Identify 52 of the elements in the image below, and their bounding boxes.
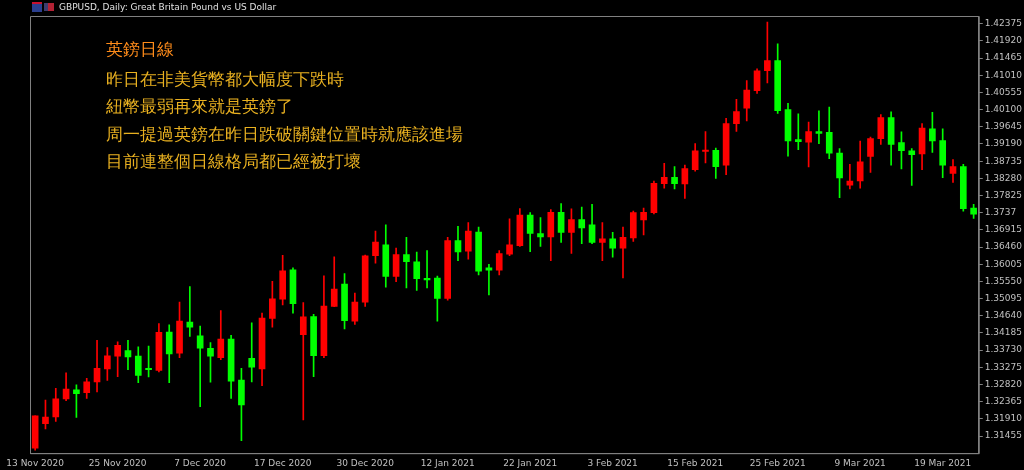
x-tick-label: 13 Nov 2020 bbox=[6, 457, 65, 468]
y-tick-label: 1.36915 bbox=[984, 224, 1022, 235]
x-tick-label: 7 Dec 2020 bbox=[174, 457, 227, 468]
y-tick-label: 1.42375 bbox=[984, 18, 1022, 29]
y-tick-label: 1.35550 bbox=[984, 275, 1023, 286]
y-tick-label: 1.41920 bbox=[984, 35, 1023, 46]
y-tick-label: 1.31455 bbox=[984, 430, 1022, 441]
x-tick-label: 15 Feb 2021 bbox=[667, 457, 724, 468]
y-tick-label: 1.39190 bbox=[984, 138, 1023, 149]
y-tick-label: 1.41010 bbox=[984, 69, 1023, 80]
annotation: 昨日在非美貨幣都大幅度下跌時 bbox=[106, 67, 344, 91]
y-tick-label: 1.3737 bbox=[984, 207, 1017, 218]
annotation: 目前連整個日線格局都已經被打壞 bbox=[106, 150, 361, 173]
y-tick-label: 1.40100 bbox=[984, 103, 1023, 114]
x-tick-label: 17 Dec 2020 bbox=[253, 457, 312, 468]
candlestick bbox=[794, 113, 802, 150]
x-tick-label: 9 Mar 2021 bbox=[834, 457, 886, 468]
y-tick-label: 1.32365 bbox=[984, 396, 1022, 407]
y-tick-label: 1.34185 bbox=[984, 327, 1022, 338]
candlestick bbox=[485, 264, 493, 296]
candlestick bbox=[196, 325, 204, 408]
x-tick-label: 22 Jan 2021 bbox=[503, 457, 558, 468]
y-tick-label: 1.34640 bbox=[984, 310, 1023, 321]
annotation: 紐幣最弱再來就是英鎊了 bbox=[106, 95, 293, 118]
x-tick-label: 25 Nov 2020 bbox=[88, 457, 147, 468]
y-tick-label: 1.35095 bbox=[984, 292, 1022, 303]
chart-title: GBPUSD, Daily: Great Britain Pound vs US Dollar bbox=[59, 2, 277, 12]
y-tick-label: 1.36460 bbox=[984, 241, 1023, 252]
x-tick-label: 30 Dec 2020 bbox=[336, 457, 395, 468]
y-tick-label: 1.36005 bbox=[984, 258, 1022, 269]
annotation: 周一提過英鎊在昨日跌破關鍵位置時就應該進場 bbox=[106, 122, 463, 146]
y-tick-label: 1.31910 bbox=[984, 413, 1023, 424]
candlestick bbox=[815, 110, 823, 144]
candlestick bbox=[619, 226, 627, 279]
y-tick-label: 1.39645 bbox=[984, 121, 1022, 132]
x-tick-label: 12 Jan 2021 bbox=[420, 457, 475, 468]
y-tick-label: 1.33730 bbox=[984, 344, 1023, 355]
x-tick-label: 19 Mar 2021 bbox=[914, 457, 972, 468]
y-tick-label: 1.40555 bbox=[984, 86, 1022, 97]
y-tick-label: 1.33275 bbox=[984, 361, 1022, 372]
y-tick-label: 1.32820 bbox=[984, 378, 1023, 389]
y-tick-label: 1.41465 bbox=[984, 52, 1022, 63]
candlestick bbox=[248, 322, 256, 383]
annotation: 英鎊日線 bbox=[106, 38, 174, 61]
candlestick bbox=[578, 206, 586, 244]
y-tick-label: 1.38280 bbox=[984, 172, 1023, 183]
candlestick bbox=[908, 148, 916, 186]
x-tick-label: 3 Feb 2021 bbox=[587, 457, 638, 468]
x-tick-label: 25 Feb 2021 bbox=[749, 457, 806, 468]
y-tick-label: 1.37825 bbox=[984, 189, 1022, 200]
candlestick bbox=[299, 302, 307, 421]
y-tick-label: 1.38735 bbox=[984, 155, 1022, 166]
